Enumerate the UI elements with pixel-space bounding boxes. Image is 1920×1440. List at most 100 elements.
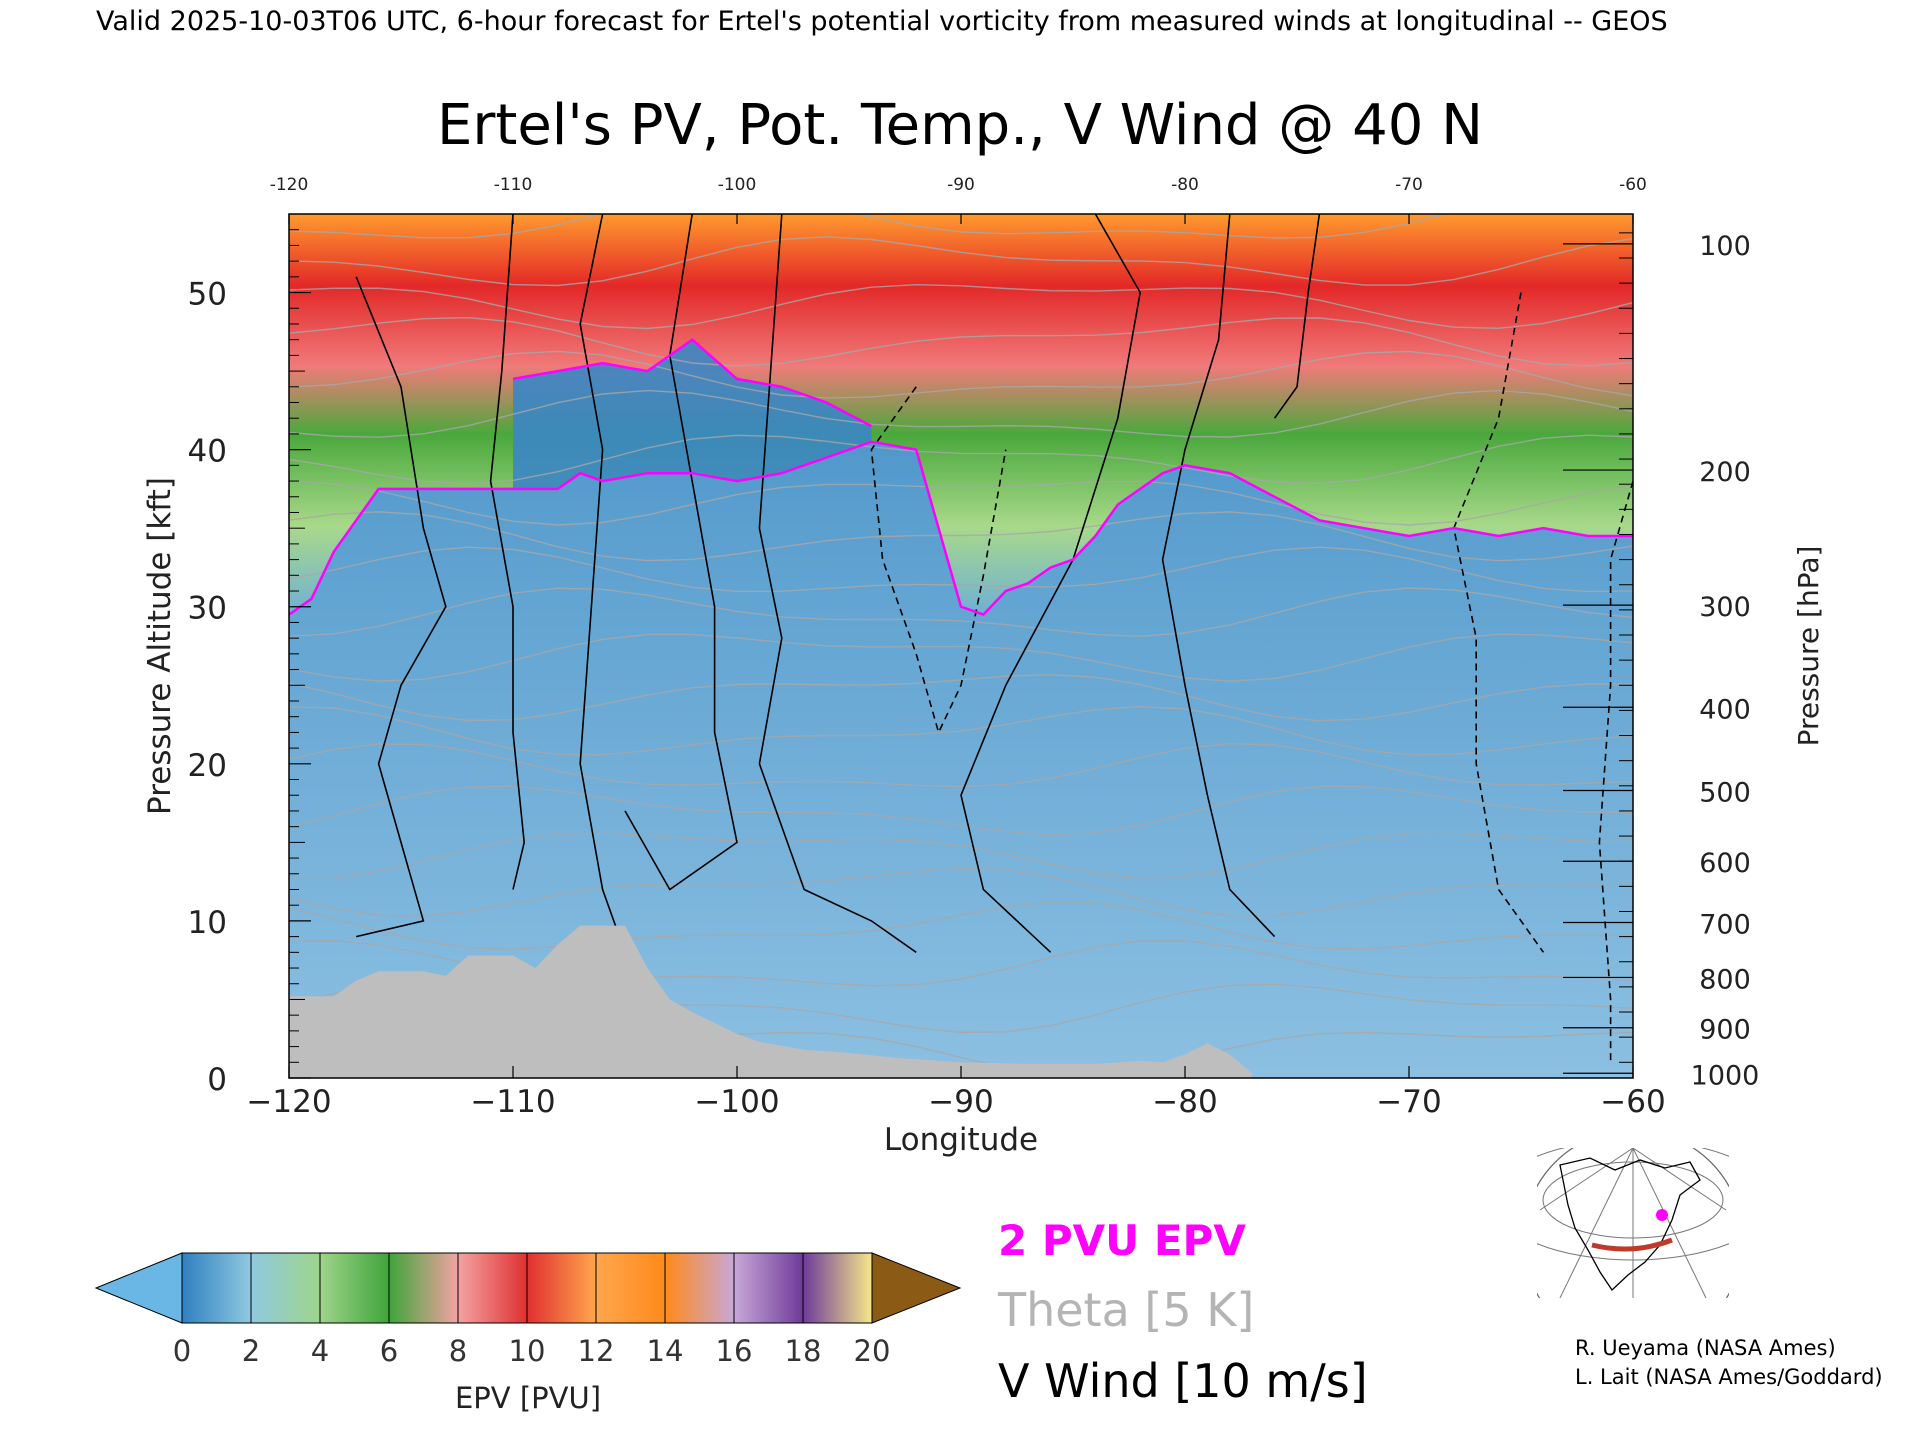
top-x-tick-label: -110 [494, 175, 533, 195]
left-y-tick-label: 20 [188, 748, 227, 784]
north-america-outline [1559, 1157, 1701, 1291]
colorbar-tick-label: 20 [854, 1334, 891, 1368]
v-wind-contour-line [1161, 214, 1276, 938]
colorbar-bin [457, 1252, 528, 1324]
colorbar-bin [250, 1252, 321, 1324]
x-axis-label: Longitude [884, 1122, 1038, 1158]
v-wind-contour-line [758, 214, 917, 953]
bottom-x-tick-label: −60 [1600, 1084, 1665, 1120]
colorbar: 0 2 4 6 8 10 12 14 16 18 20 [94, 1252, 962, 1368]
left-y-tick-label: 30 [188, 591, 227, 627]
y-axis-label-right: Pressure [hPa] [1792, 546, 1825, 747]
v-wind-contour-line [489, 214, 526, 890]
colorbar-bin [733, 1252, 804, 1324]
theta-contour-line [289, 480, 1633, 526]
terrain-mask [289, 925, 1253, 1078]
theta-contour-line [289, 283, 1633, 330]
top-x-tick-label: -90 [947, 175, 975, 195]
theta-contour-line [289, 434, 1633, 485]
locator-map [1537, 1148, 1729, 1298]
colorbar-label: EPV [PVU] [455, 1381, 601, 1415]
valid-line: Valid 2025-10-03T06 UTC, 6-hour forecast… [96, 6, 1668, 37]
right-y-tick-label: 400 [1699, 694, 1751, 725]
v-wind-contour-line [355, 276, 447, 938]
v-wind-contour-line [579, 214, 626, 953]
theta-contours [289, 214, 1633, 1076]
theta-contour-line [289, 316, 1633, 367]
theta-contour-line [289, 350, 1633, 399]
left-y-axis: 0 10 20 30 40 50 [188, 229, 311, 1098]
legend-theta: Theta [5 K] [997, 1283, 1254, 1337]
section-marker [1656, 1209, 1668, 1221]
right-y-tick-label: 300 [1699, 592, 1751, 623]
bottom-x-axis: −120 −110 −100 −90 −80 −70 −60 [246, 1066, 1666, 1120]
colorbar-tick-label: 4 [311, 1334, 329, 1368]
theta-contour-line [289, 546, 1633, 593]
bottom-x-tick-label: −90 [928, 1084, 993, 1120]
left-y-tick-label: 40 [188, 434, 227, 470]
right-y-tick-label: 600 [1699, 848, 1751, 879]
left-y-tick-label: 10 [188, 905, 227, 941]
legend-epv: 2 PVU EPV [998, 1216, 1246, 1265]
bottom-x-tick-label: −100 [694, 1084, 779, 1120]
colorbar-tick-label: 6 [380, 1334, 398, 1368]
v-wind-contour-line [624, 214, 738, 891]
chart-title: Ertel's PV, Pot. Temp., V Wind @ 40 N [437, 93, 1483, 158]
colorbar-tick-label: 8 [449, 1334, 467, 1368]
right-y-tick-label: 800 [1699, 964, 1751, 995]
theta-contour-line [289, 901, 1633, 950]
theta-contour-line [289, 389, 1633, 438]
theta-contour-line [289, 511, 1633, 562]
credit-line-2: L. Lait (NASA Ames/Goddard) [1575, 1365, 1883, 1389]
colorbar-tick-label: 14 [647, 1334, 684, 1368]
theta-contour-line [289, 867, 1633, 917]
theta-contour-line [289, 832, 1633, 879]
section-track [1591, 1237, 1673, 1252]
right-y-axis: 100 200 300 400 500 600 700 800 900 1000 [1563, 231, 1759, 1091]
credit-line-1: R. Ueyama (NASA Ames) [1575, 1336, 1836, 1360]
tropopause-2pvu-line [289, 440, 1633, 617]
colorbar-bin [319, 1252, 390, 1324]
top-x-tick-label: -80 [1171, 175, 1199, 195]
top-x-tick-label: -70 [1395, 175, 1423, 195]
y-axis-label-left: Pressure Altitude [kft] [142, 477, 178, 815]
colorbar-low-arrow [94, 1252, 183, 1324]
legend-vwind: V Wind [10 m/s] [998, 1354, 1368, 1408]
top-x-tick-label: -100 [718, 175, 757, 195]
right-y-tick-label: 100 [1699, 231, 1751, 262]
right-y-tick-label: 1000 [1691, 1060, 1760, 1091]
colorbar-bin [526, 1252, 597, 1324]
colorbar-tick-label: 18 [785, 1334, 822, 1368]
stratosphere-fill [289, 214, 1633, 615]
v-wind-contour-line [1273, 214, 1321, 419]
top-x-axis: -120 -110 -100 -90 -80 -70 -60 [270, 175, 1647, 224]
v-wind-contours [355, 214, 1633, 1063]
left-y-tick-label: 0 [207, 1062, 227, 1098]
theta-contour-line [289, 785, 1633, 836]
right-y-tick-label: 700 [1699, 909, 1751, 940]
colorbar-tick-label: 0 [173, 1334, 191, 1368]
right-y-tick-label: 900 [1699, 1015, 1751, 1046]
right-y-tick-label: 500 [1699, 778, 1751, 809]
bottom-x-tick-label: −110 [470, 1084, 555, 1120]
bottom-x-tick-label: −70 [1376, 1084, 1441, 1120]
colorbar-high-arrow [871, 1252, 962, 1324]
legend: 2 PVU EPV Theta [5 K] V Wind [10 m/s] [997, 1216, 1368, 1408]
colorbar-bin [388, 1252, 459, 1324]
bottom-x-tick-label: −120 [246, 1084, 331, 1120]
theta-contour-line [289, 587, 1633, 637]
colorbar-tick-label: 12 [578, 1334, 615, 1368]
colorbar-tick-label: 16 [716, 1334, 753, 1368]
theta-contour-line [289, 742, 1633, 788]
right-y-tick-label: 200 [1699, 457, 1751, 488]
colorbar-tick-label: 10 [509, 1334, 546, 1368]
left-y-tick-label: 50 [188, 277, 227, 313]
top-x-tick-label: -60 [1619, 175, 1647, 195]
theta-contour-line [289, 236, 1633, 287]
v-wind-contour-line [960, 214, 1142, 953]
colorbar-tick-label: 2 [242, 1334, 260, 1368]
v-wind-contour-line [1598, 480, 1633, 1063]
upper-2pvu-line [512, 338, 872, 428]
